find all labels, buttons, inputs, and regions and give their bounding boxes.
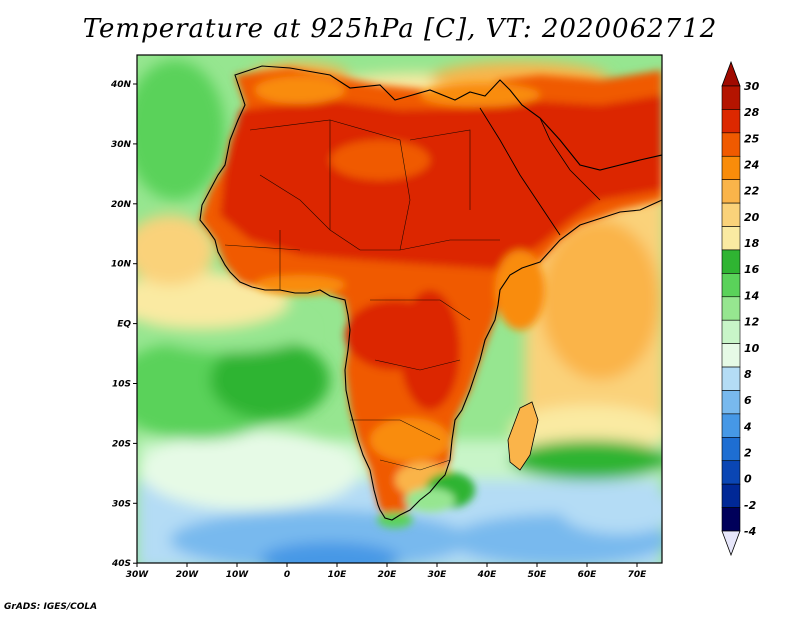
- colorbar-label: 30: [744, 80, 760, 93]
- map-axes: 30W 20W 10W 0 10E 20E 30E 40E 50E 60E 70E 40N 30N 20N…: [110, 80, 647, 580]
- colorbar-label: 0: [744, 473, 752, 486]
- lon-tick-label: 50E: [528, 570, 548, 580]
- colorbar-segment: [721, 85, 741, 110]
- colorbar-segment: [721, 132, 741, 157]
- temperature-field: [137, 55, 662, 563]
- colorbar-segment: [721, 226, 741, 251]
- lat-tick-label: 30S: [112, 499, 131, 509]
- lat-tick-label: 30N: [111, 140, 132, 150]
- lon-tick-label: 70E: [628, 570, 648, 580]
- colorbar-segment: [721, 202, 741, 227]
- colorbar-label: 12: [744, 316, 760, 329]
- lat-tick-label: 10S: [112, 380, 131, 390]
- lat-tick-label: 40N: [110, 80, 132, 90]
- colorbar-segment: [721, 319, 741, 344]
- colorbar-label: 10: [744, 342, 760, 355]
- colorbar-label: 28: [744, 106, 760, 119]
- colorbar-label: 8: [744, 368, 752, 381]
- colorbar-segment: [721, 460, 741, 485]
- lon-tick-label: 20W: [176, 570, 200, 580]
- colorbar-segment: [721, 483, 741, 508]
- colorbar-label: 6: [744, 394, 752, 407]
- lon-tick-label: 30E: [428, 570, 448, 580]
- colorbar-segment: [721, 179, 741, 204]
- colorbar-segment: [721, 366, 741, 391]
- colorbar-segment: [721, 437, 741, 462]
- map-title: Temperature at 925hPa [C], VT: 202006271…: [82, 14, 718, 44]
- colorbar-label: -4: [744, 525, 756, 538]
- colorbar-label: 18: [744, 237, 760, 250]
- plot-frame: [136, 54, 663, 564]
- lon-tick-label: 0: [284, 570, 290, 580]
- colorbar-segment: [721, 296, 741, 321]
- colorbar-label: 2: [744, 446, 752, 459]
- lat-tick-label: 20N: [111, 200, 132, 210]
- lon-tick-label: 40E: [477, 570, 498, 580]
- colorbar-label: 25: [744, 132, 760, 145]
- lon-tick-label: 20E: [378, 570, 398, 580]
- colorbar-segment: [721, 249, 741, 274]
- colorbar-label: 4: [743, 420, 752, 433]
- colorbar-label: 16: [744, 263, 760, 276]
- lon-tick-label: 10E: [328, 570, 348, 580]
- colorbar-segment: [721, 343, 741, 368]
- colorbar-segment: [721, 155, 741, 180]
- colorbar-label: 22: [744, 185, 760, 198]
- lon-tick-label: 30W: [126, 570, 150, 580]
- lat-tick-label: 40S: [111, 559, 131, 569]
- colorbar-label: -2: [744, 499, 757, 512]
- credit-label: GrADS: IGES/COLA: [4, 602, 98, 612]
- colorbar-segment: [721, 109, 741, 134]
- colorbar-top-arrow: [721, 60, 741, 87]
- colorbar-segment: [721, 507, 741, 532]
- colorbar-segment: [721, 390, 741, 415]
- lat-tick-label: EQ: [117, 320, 131, 330]
- colorbar-segment: [721, 413, 741, 438]
- colorbar-segment: [721, 273, 741, 298]
- colorbar-label: 14: [744, 289, 759, 302]
- lon-tick-label: 60E: [578, 570, 598, 580]
- colorbar-label: 20: [744, 211, 760, 224]
- lat-tick-label: 10N: [111, 260, 132, 270]
- colorbar-bottom-arrow: [721, 530, 741, 557]
- lon-tick-label: 10W: [226, 570, 250, 580]
- colorbar-label: 24: [744, 159, 759, 172]
- lat-tick-label: 20S: [112, 439, 131, 449]
